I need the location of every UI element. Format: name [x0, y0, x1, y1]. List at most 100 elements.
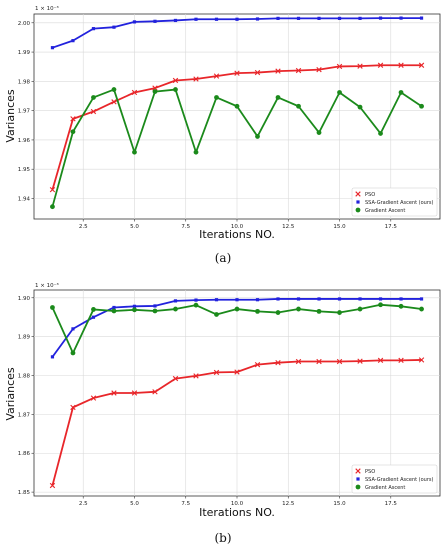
data-point: [49, 482, 56, 489]
legend-b: PSO SSA-Gradient Ascent (ours) Gradient As…: [351, 464, 438, 494]
data-point: [193, 76, 199, 82]
data-point: [358, 16, 362, 20]
data-point: [419, 16, 424, 20]
legend-box-a: [351, 187, 438, 217]
data-point: [377, 357, 384, 364]
x-tick-label: 7.5: [181, 224, 190, 230]
series-ssa-gradient-ascent-a: [50, 16, 424, 50]
data-point: [90, 395, 97, 401]
y-tick-label: 1.88: [18, 374, 31, 380]
data-point: [316, 130, 322, 136]
y-tick-label: 1.99: [18, 50, 31, 56]
axes-b: 2.5 5.0 7.5 10.0 12.5 15.0 17.5 1.85 1.86 1.87 1.8…: [18, 296, 398, 507]
data-point: [377, 62, 384, 68]
data-point: [234, 306, 240, 312]
x-tick-label: 15.0: [333, 224, 346, 230]
legend-marker: [356, 477, 360, 481]
data-point: [378, 297, 383, 301]
data-point: [172, 77, 179, 84]
legend-a: PSO SSA-Gradient Ascent (ours) Gradient As…: [351, 187, 438, 217]
x-tick-label: 12.5: [282, 501, 295, 507]
panel-label-b: (b): [214, 531, 231, 545]
data-point: [296, 16, 301, 20]
x-tick-label: 10.0: [231, 501, 244, 507]
data-point: [398, 62, 404, 68]
data-point: [378, 302, 383, 308]
data-point: [213, 369, 220, 376]
legend-entry-label: SSA-Gradient Ascent (ours): [365, 200, 433, 206]
y-tick-label: 1.90: [18, 296, 31, 302]
x-axis-label-a: Iterations NO.: [199, 228, 275, 241]
x-tick-label: 15.0: [333, 501, 346, 507]
data-point: [193, 149, 199, 155]
data-point: [71, 327, 75, 331]
series-pso-a: [49, 62, 425, 193]
y-multiplier-b: 1 × 10⁻³: [35, 282, 59, 289]
data-point: [398, 303, 404, 309]
data-point: [296, 103, 301, 109]
data-point: [91, 27, 96, 31]
y-tick-label: 1.96: [18, 138, 31, 144]
x-tick-label: 7.5: [181, 501, 190, 507]
data-point: [173, 306, 178, 312]
data-point: [419, 297, 424, 301]
data-point: [419, 103, 424, 109]
data-point: [317, 297, 321, 301]
data-point: [132, 149, 137, 155]
series-pso-b: [49, 357, 425, 489]
legend-entry-label: Gradient Ascent: [365, 485, 405, 491]
y-tick-label: 1.94: [18, 197, 31, 203]
data-point: [317, 16, 321, 20]
data-point: [193, 302, 199, 308]
data-point: [70, 116, 76, 122]
data-point: [50, 305, 55, 310]
data-point: [276, 16, 280, 20]
data-point: [336, 358, 343, 365]
data-point: [214, 17, 219, 21]
data-point: [112, 305, 116, 310]
data-point: [296, 297, 301, 301]
data-point: [152, 308, 158, 314]
y-multiplier-a: 1 × 10⁻³: [35, 5, 59, 12]
data-point: [399, 16, 403, 20]
x-tick-label: 12.5: [282, 224, 295, 230]
y-tick-label: 1.89: [18, 335, 31, 341]
data-point: [316, 66, 322, 73]
legend-marker: [355, 191, 361, 197]
x-tick-label: 10.0: [231, 224, 244, 230]
axes-a: 2.5 5.0 7.5 10.0 12.5 15.0 17.5 1.94 1.95 1.96 1.9…: [18, 21, 398, 230]
data-point: [275, 68, 281, 74]
data-point: [337, 16, 342, 20]
data-point: [399, 297, 403, 301]
data-point: [132, 304, 137, 308]
data-point: [50, 355, 55, 359]
data-point: [70, 404, 76, 411]
data-point: [234, 369, 240, 375]
data-point: [255, 298, 260, 302]
data-point: [235, 17, 239, 21]
x-tick-label: 2.5: [79, 224, 88, 230]
series-ssa-gradient-ascent-b: [50, 297, 424, 359]
data-point: [152, 389, 158, 395]
legend-entry-label: Gradient Ascent: [365, 208, 405, 214]
legend-entry-label: SSA-Gradient Ascent (ours): [365, 477, 433, 483]
data-point: [173, 87, 178, 92]
legend-box-b: [351, 464, 438, 494]
data-point: [153, 19, 157, 23]
chart-panel-a: 2.5 5.0 7.5 10.0 12.5 15.0 17.5 1.94 1.95 1.96 1.9…: [4, 5, 441, 265]
data-point: [419, 306, 424, 312]
data-point: [255, 134, 260, 139]
data-point: [254, 69, 261, 76]
data-point: [91, 95, 96, 100]
x-tick-label: 5.0: [130, 224, 139, 230]
data-point: [255, 308, 260, 314]
legend-marker: [355, 468, 361, 474]
data-point: [357, 358, 363, 364]
data-point: [357, 306, 363, 312]
data-point: [49, 187, 56, 193]
data-point: [398, 90, 404, 95]
data-point: [153, 304, 157, 308]
legend-marker: [355, 484, 361, 490]
chart-panel-b: 2.5 5.0 7.5 10.0 12.5 15.0 17.5 1.85 1.86 1.87 1.8…: [4, 282, 441, 545]
data-point: [152, 85, 158, 91]
